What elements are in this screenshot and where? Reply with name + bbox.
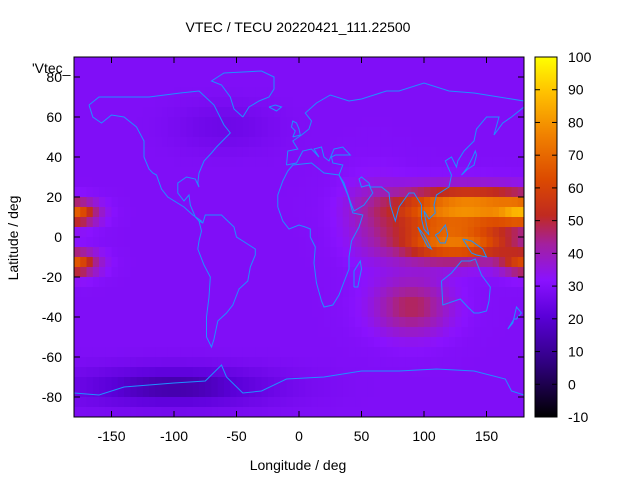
- colorbar-tick-label: -10: [568, 409, 588, 425]
- colorbar-tick-label: 30: [568, 278, 584, 294]
- coastline-japan: [461, 149, 478, 176]
- coastline-australia: [441, 258, 491, 314]
- coastline-eurasia: [286, 82, 524, 236]
- coastline-antarctica: [74, 364, 524, 396]
- colorbar-tick-label: 40: [568, 245, 584, 261]
- coastline-new-guinea: [462, 238, 488, 258]
- colorbar-tick-label: 70: [568, 147, 584, 163]
- y-tick-label: 60: [46, 109, 62, 125]
- y-tick-label: -80: [42, 389, 62, 405]
- colorbar-tick-label: 0: [568, 376, 576, 392]
- colorbar-tick-label: 60: [568, 180, 584, 196]
- x-axis: -150 -100 -50 0 50 100 150: [97, 57, 498, 444]
- coastline-sumatra: [417, 226, 433, 251]
- coastline-borneo: [434, 223, 449, 244]
- colorbar-tick-label: 50: [568, 213, 584, 229]
- colorbar-tick-label: 80: [568, 114, 584, 130]
- colorbar-tick-label: 90: [568, 82, 584, 98]
- colorbar-tick-label: 10: [568, 344, 584, 360]
- colorbar-tick-label: 100: [568, 49, 592, 65]
- y-tick-label: 0: [54, 229, 62, 245]
- y-tick-label: 40: [46, 149, 62, 165]
- x-tick-label: -150: [97, 428, 125, 444]
- key-label: 'Vtec_: [32, 60, 71, 76]
- coastline-north-america: [88, 90, 231, 222]
- x-tick-label: 0: [295, 428, 303, 444]
- colorbar-ticks: -10 0 10 20 30 40 50 60 70 80 90 100: [535, 49, 592, 425]
- y-tick-label: 80: [46, 69, 62, 85]
- x-tick-label: -50: [226, 428, 246, 444]
- coastline-africa: [277, 162, 364, 308]
- coastline-iceland: [268, 104, 283, 112]
- chart-title: VTEC / TECU 20220421_111.22500: [186, 19, 411, 35]
- y-tick-label: -20: [42, 269, 62, 285]
- coastline-madagascar: [353, 259, 363, 288]
- coastlines: [74, 70, 524, 396]
- vtec-heatmap: [74, 57, 524, 417]
- x-axis-label: Longitude / deg: [250, 457, 347, 473]
- y-tick-label: 20: [46, 189, 62, 205]
- coastline-british-isles: [290, 120, 301, 138]
- x-tick-label: 100: [412, 428, 436, 444]
- y-tick-label: -60: [42, 349, 62, 365]
- colorbar: [534, 56, 558, 418]
- x-tick-label: 50: [354, 428, 370, 444]
- coastline-greenland: [210, 70, 275, 118]
- x-tick-label: 150: [475, 428, 499, 444]
- y-axis: -80 -60 -40 -20 0 20 40 60 80: [42, 69, 524, 405]
- coastline-new-zealand: [507, 305, 523, 330]
- colorbar-tick-label: 20: [568, 311, 584, 327]
- y-tick-label: -40: [42, 309, 62, 325]
- y-axis-label: Latitude / deg: [5, 196, 21, 281]
- x-tick-label: -100: [160, 428, 188, 444]
- coastline-south-america: [197, 214, 256, 349]
